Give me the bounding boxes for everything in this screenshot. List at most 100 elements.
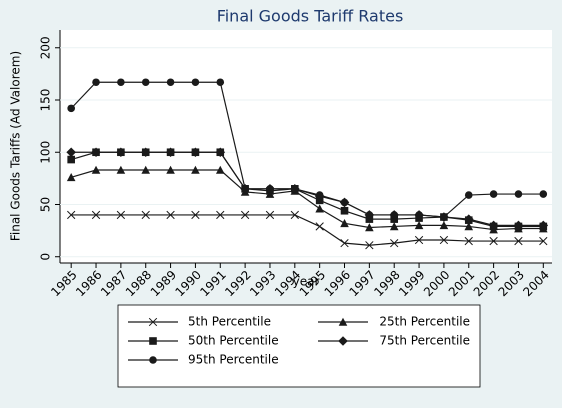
x-tick-label: 1999: [396, 268, 427, 299]
data-point: [439, 235, 449, 245]
data-point: [67, 104, 75, 113]
data-point: [365, 241, 374, 250]
x-tick-label: 1987: [98, 268, 129, 299]
x-tick-label: 1995: [297, 268, 328, 299]
chart-title: Final Goods Tariff Rates: [217, 7, 404, 26]
x-tick-label: 1992: [222, 268, 253, 299]
data-point: [514, 190, 523, 198]
data-point: [165, 147, 176, 158]
data-point: [414, 235, 424, 245]
data-point: [67, 155, 75, 164]
data-point: [365, 211, 374, 219]
data-point: [191, 165, 200, 174]
legend-label: 25th Percentile: [379, 315, 470, 329]
data-point: [216, 78, 225, 87]
data-point: [66, 147, 76, 158]
data-point: [464, 191, 473, 199]
series-line: [71, 169, 544, 231]
data-point: [215, 165, 225, 174]
data-point: [141, 210, 150, 220]
data-point: [216, 210, 225, 220]
data-point: [67, 210, 76, 220]
data-point: [166, 78, 175, 87]
data-point: [315, 191, 324, 199]
x-tick-label: 1985: [48, 268, 79, 299]
legend-marker: [148, 317, 158, 327]
data-point: [191, 78, 200, 87]
data-point: [340, 218, 349, 228]
series-line: [71, 214, 544, 246]
y-axis-label: Final Goods Tariffs (Ad Valorem): [9, 51, 23, 241]
x-tick-label: 1986: [73, 268, 104, 299]
data-point: [439, 221, 449, 230]
series-line: [70, 81, 544, 218]
data-point: [340, 238, 349, 248]
x-tick-label: 2002: [471, 268, 502, 299]
data-point: [91, 165, 101, 174]
data-point: [290, 210, 299, 220]
data-point: [539, 190, 548, 198]
data-point: [415, 211, 423, 219]
data-point: [265, 210, 275, 220]
data-point: [191, 210, 200, 220]
data-point: [190, 147, 201, 158]
data-point: [315, 222, 324, 231]
data-point: [390, 238, 399, 248]
data-point: [464, 222, 474, 231]
data-point: [340, 206, 349, 215]
data-point: [215, 147, 226, 158]
y-tick-label: 50: [39, 197, 53, 212]
data-point: [140, 147, 151, 158]
data-point: [116, 147, 126, 158]
data-point: [464, 236, 473, 246]
x-tick-label: 1991: [197, 268, 228, 299]
data-point: [116, 165, 126, 174]
data-point: [315, 204, 324, 213]
data-point: [241, 185, 249, 193]
data-point: [390, 211, 399, 219]
data-point: [488, 220, 499, 231]
x-tick-label: 1989: [148, 268, 179, 299]
y-tick-label: 200: [39, 36, 53, 59]
legend-label: 95th Percentile: [188, 353, 279, 367]
data-point: [92, 78, 100, 87]
data-point: [538, 220, 549, 231]
data-point: [291, 185, 299, 193]
x-tick-label: 1993: [247, 268, 278, 299]
data-point: [489, 236, 498, 246]
data-point: [489, 190, 498, 198]
plot-area: [60, 30, 552, 263]
legend-label: 5th Percentile: [188, 315, 271, 329]
legend-box: [117, 304, 481, 388]
data-point: [414, 221, 424, 230]
y-tick-label: 150: [39, 89, 53, 112]
data-point: [513, 220, 524, 231]
legend-marker: [338, 317, 348, 326]
data-point: [463, 214, 474, 224]
data-point: [91, 147, 101, 158]
y-tick-label: 100: [39, 141, 53, 164]
x-tick-label: 1998: [371, 268, 402, 299]
data-point: [266, 185, 274, 193]
x-tick-label: 2000: [421, 268, 452, 299]
legend-marker: [149, 337, 157, 345]
data-point: [340, 198, 349, 207]
x-axis-label: year: [293, 275, 320, 289]
x-tick-label: 2004: [520, 268, 551, 299]
x-tick-label: 1996: [322, 268, 353, 299]
legend-label: 75th Percentile: [379, 334, 470, 348]
data-point: [514, 236, 523, 246]
legend-label: 50th Percentile: [188, 334, 279, 348]
data-point: [66, 173, 76, 182]
data-point: [365, 223, 374, 232]
data-point: [116, 210, 126, 220]
y-tick-label: 0: [39, 253, 53, 261]
x-tick-label: 2003: [496, 268, 527, 299]
x-tick-label: 1997: [346, 268, 377, 299]
legend-marker: [149, 356, 157, 364]
x-tick-label: 1988: [123, 268, 154, 299]
x-tick-label: 1990: [173, 268, 204, 299]
data-point: [117, 78, 125, 87]
data-point: [389, 222, 399, 231]
